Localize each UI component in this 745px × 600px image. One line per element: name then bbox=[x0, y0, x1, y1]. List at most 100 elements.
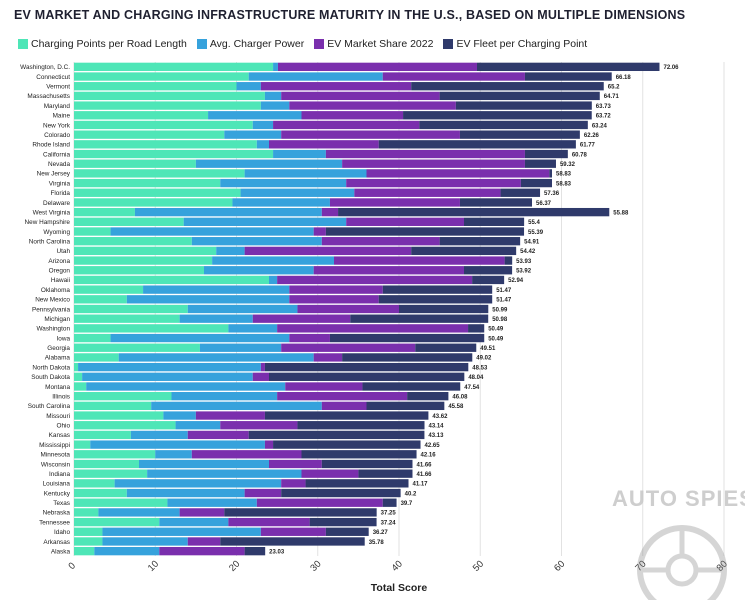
bar-segment bbox=[520, 178, 552, 188]
bar-segment bbox=[175, 421, 221, 430]
category-label: Nevada bbox=[48, 161, 70, 168]
bar-segment bbox=[224, 508, 377, 517]
bar-segment bbox=[191, 237, 322, 246]
bar-segment bbox=[126, 488, 245, 498]
bar-segment bbox=[305, 479, 409, 488]
bar-segment bbox=[74, 82, 237, 91]
bar-segment bbox=[459, 198, 533, 207]
bar-segment bbox=[244, 546, 266, 556]
bar-segment bbox=[321, 459, 413, 469]
bar-segment bbox=[74, 353, 119, 362]
bar-segment bbox=[74, 401, 152, 411]
bar-segment bbox=[228, 324, 278, 333]
bar-segment bbox=[139, 459, 269, 469]
bar-segment bbox=[403, 111, 592, 120]
category-label: Colorado bbox=[44, 132, 70, 139]
bar-segment bbox=[74, 285, 144, 294]
bar-segment bbox=[74, 430, 131, 440]
bar-segment bbox=[82, 372, 253, 381]
bar-segment bbox=[264, 91, 282, 101]
data-label: 53.92 bbox=[516, 269, 532, 275]
category-label: Idaho bbox=[54, 529, 70, 536]
x-tick-label: 10 bbox=[146, 559, 161, 574]
bar-segment bbox=[252, 120, 274, 130]
bar-segment bbox=[74, 392, 172, 401]
bar-segment bbox=[74, 517, 160, 527]
category-label: Rhode Island bbox=[32, 142, 70, 149]
category-label: Connecticut bbox=[36, 74, 70, 81]
data-label: 49.51 bbox=[480, 346, 496, 352]
data-label: 35.78 bbox=[369, 540, 385, 546]
category-label: Alaska bbox=[51, 548, 71, 555]
bar-segment bbox=[382, 285, 493, 294]
bar-segment bbox=[325, 527, 369, 536]
bar-segment bbox=[74, 237, 192, 246]
bar-segment bbox=[74, 362, 79, 372]
data-label: 50.49 bbox=[488, 336, 504, 342]
bar-segment bbox=[273, 120, 420, 130]
bar-segment bbox=[378, 295, 493, 304]
category-label: Kentucky bbox=[44, 490, 71, 497]
bar-segment bbox=[289, 285, 383, 294]
data-label: 51.47 bbox=[496, 298, 512, 304]
bar-segment bbox=[74, 149, 274, 159]
bar-segment bbox=[195, 159, 343, 168]
bar-segment bbox=[183, 217, 347, 226]
bar-segment bbox=[524, 149, 568, 159]
category-label: Tennessee bbox=[39, 519, 70, 526]
bar-segment bbox=[74, 217, 184, 226]
bar-segment bbox=[74, 459, 139, 469]
bar-segment bbox=[500, 188, 541, 197]
x-axis-label: Total Score bbox=[371, 582, 428, 594]
data-label: 43.13 bbox=[428, 433, 444, 439]
bar-segment bbox=[524, 72, 612, 81]
category-label: Hawaii bbox=[51, 277, 70, 284]
bar-segment bbox=[155, 450, 192, 459]
bar-segment bbox=[134, 207, 322, 217]
bar-segment bbox=[313, 353, 343, 362]
bar-segment bbox=[224, 130, 282, 139]
data-label: 60.78 bbox=[572, 152, 588, 158]
bar-segment bbox=[301, 450, 417, 459]
bar-segment bbox=[74, 469, 148, 478]
bar-segment bbox=[477, 62, 660, 72]
bar-segment bbox=[329, 198, 460, 207]
data-label: 47.54 bbox=[464, 385, 480, 391]
bar-segment bbox=[216, 246, 245, 256]
bar-segment bbox=[269, 140, 379, 149]
data-label: 63.73 bbox=[596, 104, 612, 110]
bar-segment bbox=[74, 246, 217, 256]
data-label: 45.58 bbox=[448, 404, 464, 410]
legend-label: EV Fleet per Charging Point bbox=[456, 38, 588, 50]
data-label: 43.14 bbox=[429, 424, 445, 430]
bar-segment bbox=[504, 256, 513, 265]
data-label: 53.93 bbox=[516, 259, 532, 265]
category-label: Oregon bbox=[49, 268, 71, 275]
category-label: Maine bbox=[53, 113, 71, 120]
bar-segment bbox=[74, 372, 83, 381]
bar-segment bbox=[114, 479, 282, 488]
bar-segment bbox=[252, 314, 351, 323]
bar-segment bbox=[277, 324, 469, 333]
bar-segment bbox=[110, 333, 290, 343]
bar-segment bbox=[342, 353, 473, 362]
x-tick-label: 0 bbox=[66, 560, 78, 572]
bar-segment bbox=[281, 130, 460, 139]
data-label: 42.65 bbox=[425, 443, 441, 449]
bar-segment bbox=[549, 169, 552, 178]
category-label: Arkansas bbox=[43, 539, 70, 546]
data-label: 42.16 bbox=[421, 453, 437, 459]
bar-segment bbox=[260, 101, 290, 110]
bar-segment bbox=[260, 82, 412, 91]
data-label: 55.88 bbox=[613, 210, 629, 216]
bar-segment bbox=[74, 295, 127, 304]
bar-segment bbox=[90, 440, 265, 449]
bar-segment bbox=[74, 227, 111, 236]
data-label: 58.83 bbox=[556, 172, 572, 178]
category-label: Utah bbox=[57, 248, 71, 255]
bar-segment bbox=[334, 256, 505, 265]
category-label: Illinois bbox=[52, 393, 70, 400]
bar-segment bbox=[281, 343, 416, 352]
category-label: Oklahoma bbox=[41, 287, 71, 294]
bar-segment bbox=[74, 333, 111, 343]
